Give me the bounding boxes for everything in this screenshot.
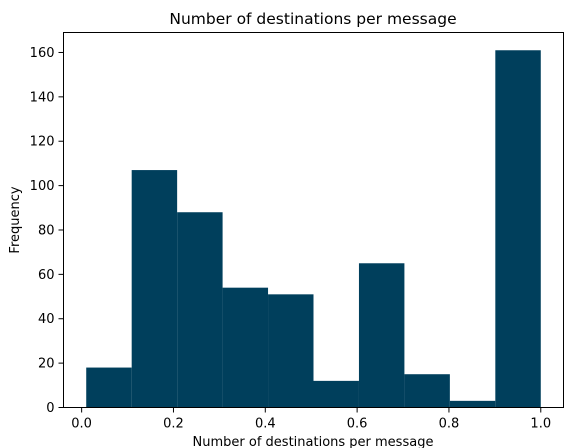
histogram-bar-10: [495, 50, 541, 408]
histogram-bar-5: [268, 294, 314, 408]
histogram-bar-7: [358, 263, 405, 408]
histogram-bar-6: [313, 380, 359, 408]
y-tick-label-6: 100: [30, 179, 55, 194]
histogram-bar-2: [131, 170, 178, 408]
y-tick-label-4: 60: [38, 268, 55, 283]
x-tick-label-2: 0.2: [163, 417, 184, 432]
y-tick-label-7: 120: [30, 135, 55, 150]
bars-group: [86, 50, 541, 408]
y-axis-ticks: 0 20 40 60 80 100 120 140 160: [30, 46, 64, 416]
chart-title: Number of destinations per message: [169, 10, 456, 28]
histogram-bar-9: [449, 400, 496, 408]
histogram-bar-8: [404, 374, 450, 408]
x-tick-label-3: 0.4: [255, 417, 276, 432]
histogram-bar-4: [222, 287, 269, 408]
y-tick-label-5: 80: [38, 223, 55, 238]
y-axis-title: Frequency: [8, 186, 23, 253]
x-axis-title: Number of destinations per message: [193, 435, 434, 448]
histogram-bar-3: [177, 212, 223, 408]
y-tick-label-2: 20: [38, 357, 55, 372]
x-axis-ticks: 0.0 0.2 0.4 0.6 0.8 1.0: [71, 407, 551, 432]
x-tick-label-4: 0.6: [347, 417, 368, 432]
x-tick-label-1: 0.0: [71, 417, 92, 432]
y-tick-label-3: 40: [38, 312, 55, 327]
y-tick-label-1: 0: [46, 401, 54, 416]
x-tick-label-6: 1.0: [530, 417, 551, 432]
y-tick-label-9: 160: [30, 46, 55, 61]
x-tick-label-5: 0.8: [439, 417, 460, 432]
y-tick-label-8: 140: [30, 90, 55, 105]
histogram-bar-1: [86, 367, 132, 408]
